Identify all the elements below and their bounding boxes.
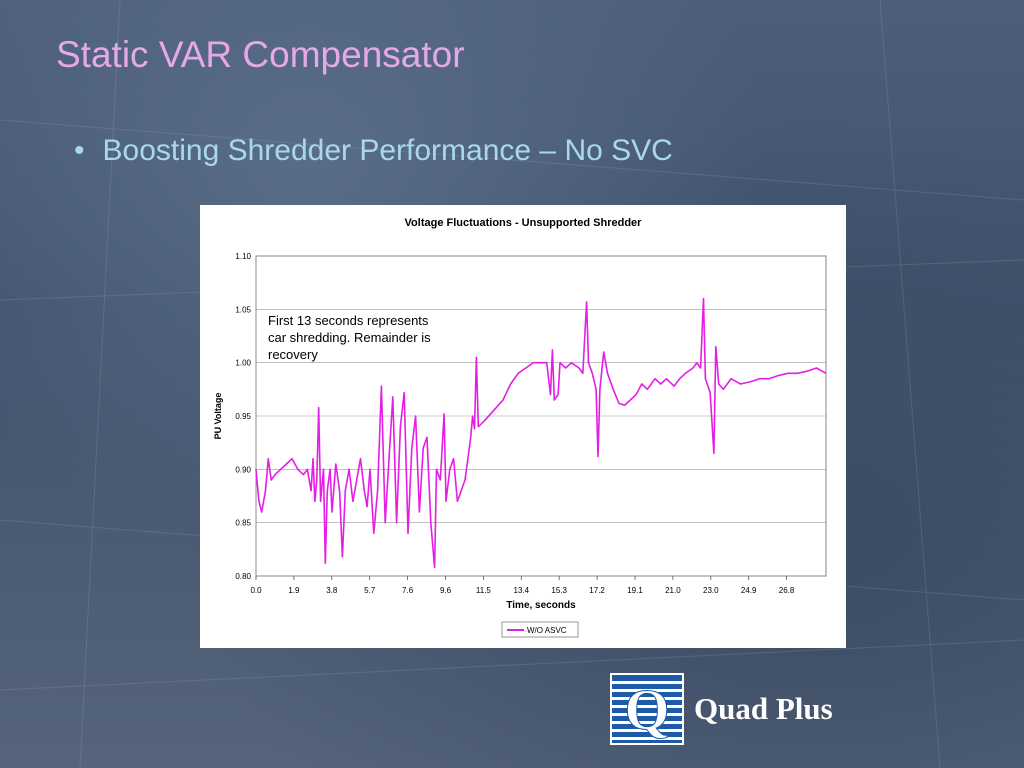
x-tick-label: 1.9 xyxy=(288,586,300,595)
bullet-item: • Boosting Shredder Performance – No SVC xyxy=(74,134,673,168)
x-tick-label: 5.7 xyxy=(364,586,376,595)
x-tick-label: 26.8 xyxy=(779,586,795,595)
annotation-line-1: First 13 seconds represents xyxy=(268,313,429,328)
x-tick-label: 24.9 xyxy=(741,586,757,595)
series-layer xyxy=(255,297,827,569)
voltage-chart: Voltage Fluctuations - Unsupported Shred… xyxy=(200,205,846,648)
series-line-wo-asvc xyxy=(255,297,827,569)
x-axis-label: Time, seconds xyxy=(506,600,576,611)
chart-svg: Voltage Fluctuations - Unsupported Shred… xyxy=(213,217,827,638)
logo-mark: Q xyxy=(610,673,684,745)
slide-title: Static VAR Compensator xyxy=(56,34,465,75)
chart-annotation: First 13 seconds represents car shreddin… xyxy=(268,313,431,362)
x-tick-label: 13.4 xyxy=(514,586,530,595)
y-tick-label: 1.00 xyxy=(235,359,251,368)
logo-text: Quad Plus xyxy=(694,691,833,726)
quad-plus-logo: Q Quad Plus xyxy=(610,673,833,745)
y-tick-label: 1.05 xyxy=(235,305,251,314)
x-tick-label: 15.3 xyxy=(551,586,567,595)
x-tick-label: 3.8 xyxy=(326,586,338,595)
logo-letter: Q xyxy=(624,677,669,742)
x-tick-label: 7.6 xyxy=(402,586,414,595)
legend-label: W/O ASVC xyxy=(527,626,567,635)
x-tick-label: 23.0 xyxy=(703,586,719,595)
x-tick-label: 11.5 xyxy=(476,586,492,595)
x-tick-label: 9.6 xyxy=(440,586,452,595)
bullet-marker: • xyxy=(74,134,85,167)
bullet-text: Boosting Shredder Performance – No SVC xyxy=(102,134,673,167)
y-tick-label: 0.80 xyxy=(235,572,251,581)
y-tick-label: 1.10 xyxy=(235,252,251,261)
chart-title: Voltage Fluctuations - Unsupported Shred… xyxy=(405,217,643,229)
x-tick-labels: 0.0 1.9 3.8 5.7 7.6 9.6 11.5 13.4 15.3 17.2 19.1 21… xyxy=(250,576,795,595)
chart-legend: W/O ASVC xyxy=(501,621,579,638)
x-tick-label: 17.2 xyxy=(589,586,605,595)
annotation-line-2: car shredding. Remainder is xyxy=(268,330,431,345)
y-tick-label: 0.90 xyxy=(235,465,251,474)
x-tick-label: 21.0 xyxy=(665,586,681,595)
y-tick-label: 0.95 xyxy=(235,412,251,421)
annotation-line-3: recovery xyxy=(268,347,318,362)
legend-box xyxy=(501,621,579,638)
x-tick-label: 0.0 xyxy=(250,586,262,595)
y-axis-label: PU Voltage xyxy=(213,393,223,440)
logo-q-icon: Q xyxy=(612,675,682,743)
y-tick-label: 0.85 xyxy=(235,519,251,528)
x-tick-label: 19.1 xyxy=(627,586,643,595)
y-tick-labels: 0.80 0.85 0.90 0.95 1.00 1.05 1.10 xyxy=(235,252,251,581)
